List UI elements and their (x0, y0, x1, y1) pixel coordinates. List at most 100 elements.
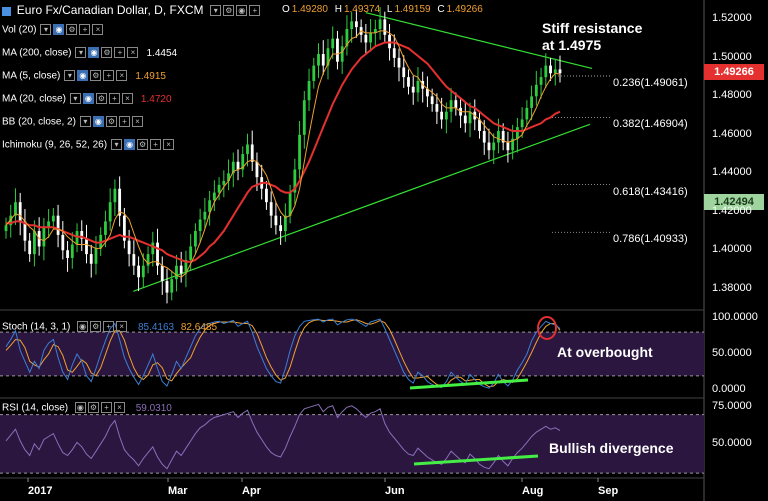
indicator-row[interactable]: Vol (20) ▾ ◉ ⚙ + × (2, 23, 105, 38)
candle-body (42, 227, 46, 247)
close-icon[interactable]: × (131, 116, 143, 127)
rsi-line (5, 403, 561, 470)
close-icon[interactable]: × (113, 402, 125, 413)
indicator-row[interactable]: MA (200, close) ▾ ◉ ⚙ + × 1.4454 (2, 46, 177, 61)
candle-body (265, 188, 268, 203)
indicator-toolbar[interactable]: ▾ ◉ ⚙ + × (79, 115, 145, 129)
add-icon[interactable]: + (249, 5, 261, 17)
candle-body (307, 80, 311, 101)
add-icon[interactable]: + (100, 402, 112, 413)
stoch-tick-label: 0.0000 (712, 383, 746, 396)
close-icon[interactable]: × (92, 24, 104, 35)
candle-body (364, 34, 368, 43)
close-icon[interactable]: × (163, 139, 175, 150)
rsi-band (0, 414, 704, 474)
indicator-toolbar[interactable]: ▾ ◉ ⚙ + × (40, 23, 105, 37)
title-toolbar[interactable]: ▾ ⚙ ◉ + (210, 4, 262, 18)
indicator-toolbar[interactable]: ▾ ◉ ⚙ + × (64, 69, 129, 83)
chevron-down-icon[interactable]: ▾ (75, 47, 87, 58)
candle-body (506, 142, 510, 151)
candle-body (511, 138, 515, 151)
add-icon[interactable]: + (108, 93, 120, 104)
candle-body (501, 130, 505, 143)
settings-icon[interactable]: ⚙ (223, 5, 235, 17)
candle-body (378, 19, 382, 30)
eye-icon[interactable]: ◉ (77, 70, 89, 81)
candle-body (175, 265, 178, 280)
indicator-row[interactable]: MA (20, close) ▾ ◉ ⚙ + × 1.4720 (2, 92, 172, 107)
rsi-toolbar[interactable]: ◉ ⚙ + × (74, 401, 127, 415)
chevron-down-icon[interactable]: ▾ (111, 139, 123, 150)
candle-body (515, 127, 519, 139)
candle-body (416, 80, 420, 93)
candle-body (104, 221, 107, 235)
eye-icon[interactable]: ◉ (236, 5, 248, 17)
add-icon[interactable]: + (114, 47, 126, 58)
close-icon[interactable]: × (116, 321, 128, 332)
add-icon[interactable]: + (79, 24, 91, 35)
settings-icon[interactable]: ⚙ (101, 47, 113, 58)
candle-body (293, 169, 297, 193)
candle-body (350, 21, 354, 30)
candle-body (302, 100, 306, 135)
settings-icon[interactable]: ⚙ (137, 139, 149, 150)
candle-body (108, 202, 112, 222)
close-icon[interactable]: × (121, 93, 133, 104)
indicator-toolbar[interactable]: ▾ ◉ ⚙ + × (69, 92, 135, 106)
indicator-row[interactable]: Ichimoku (9, 26, 52, 26) ▾ ◉ ⚙ + × (2, 138, 176, 153)
stoch-toolbar[interactable]: ◉ ⚙ + × (77, 320, 129, 334)
candle-body (274, 215, 278, 226)
eye-icon[interactable]: ◉ (88, 47, 100, 58)
chevron-down-icon[interactable]: ▾ (40, 24, 52, 35)
indicator-value: 1.4720 (140, 93, 172, 105)
candle-body (530, 96, 533, 108)
indicator-row[interactable]: BB (20, close, 2) ▾ ◉ ⚙ + × (2, 115, 145, 130)
stoch-d-value: 82.6485 (180, 321, 218, 333)
indicator-row[interactable]: MA (5, close) ▾ ◉ ⚙ + × 1.4915 (2, 69, 166, 84)
chevron-down-icon[interactable]: ▾ (79, 116, 91, 127)
settings-icon[interactable]: ⚙ (90, 321, 102, 332)
settings-icon[interactable]: ⚙ (87, 402, 99, 413)
eye-icon[interactable]: ◉ (77, 321, 89, 332)
candle-body (354, 21, 358, 28)
candle-body (463, 115, 467, 124)
eye-icon[interactable]: ◉ (53, 24, 65, 35)
indicator-toolbar[interactable]: ▾ ◉ ⚙ + × (75, 46, 140, 60)
rsi-tick-label: 75.0000 (712, 400, 752, 413)
eye-icon[interactable]: ◉ (74, 402, 86, 413)
candle-body (122, 215, 126, 241)
candle-body (487, 142, 491, 151)
eye-icon[interactable]: ◉ (82, 93, 94, 104)
add-icon[interactable]: + (103, 70, 115, 81)
settings-icon[interactable]: ⚙ (95, 93, 107, 104)
candle-body (217, 184, 221, 193)
settings-icon[interactable]: ⚙ (66, 24, 78, 35)
add-icon[interactable]: + (103, 321, 115, 332)
eye-icon[interactable]: ◉ (124, 139, 136, 150)
close-icon[interactable]: × (116, 70, 128, 81)
candle-body (392, 48, 396, 58)
stoch-divergence-line (409, 378, 529, 390)
eye-icon[interactable]: ◉ (92, 116, 104, 127)
ohlc-low: 1.49159 (394, 4, 431, 15)
close-icon[interactable]: × (127, 47, 139, 58)
candle-body (56, 215, 60, 235)
candle-body (198, 219, 202, 232)
settings-icon[interactable]: ⚙ (105, 116, 117, 127)
fib-level-label: 0.382(1.46904) (613, 118, 688, 131)
stoch-tick-label: 50.0000 (712, 347, 752, 359)
candle-body (241, 154, 245, 170)
chevron-down-icon[interactable]: ▾ (64, 70, 76, 81)
stoch-legend: Stoch (14, 3, 1) ◉ ⚙ + × 85.4163 82.6485 (2, 320, 217, 335)
date-tick-label: Jun (385, 485, 405, 497)
settings-icon[interactable]: ⚙ (90, 70, 102, 81)
candle-body (288, 192, 292, 216)
indicator-toolbar[interactable]: ▾ ◉ ⚙ + × (111, 138, 176, 152)
chevron-down-icon[interactable]: ▾ (210, 5, 222, 17)
fib-level-label: 0.236(1.49061) (613, 76, 688, 89)
add-icon[interactable]: + (150, 139, 162, 150)
chevron-down-icon[interactable]: ▾ (69, 93, 81, 104)
date-tick-label: Apr (242, 485, 261, 497)
add-icon[interactable]: + (118, 116, 130, 127)
